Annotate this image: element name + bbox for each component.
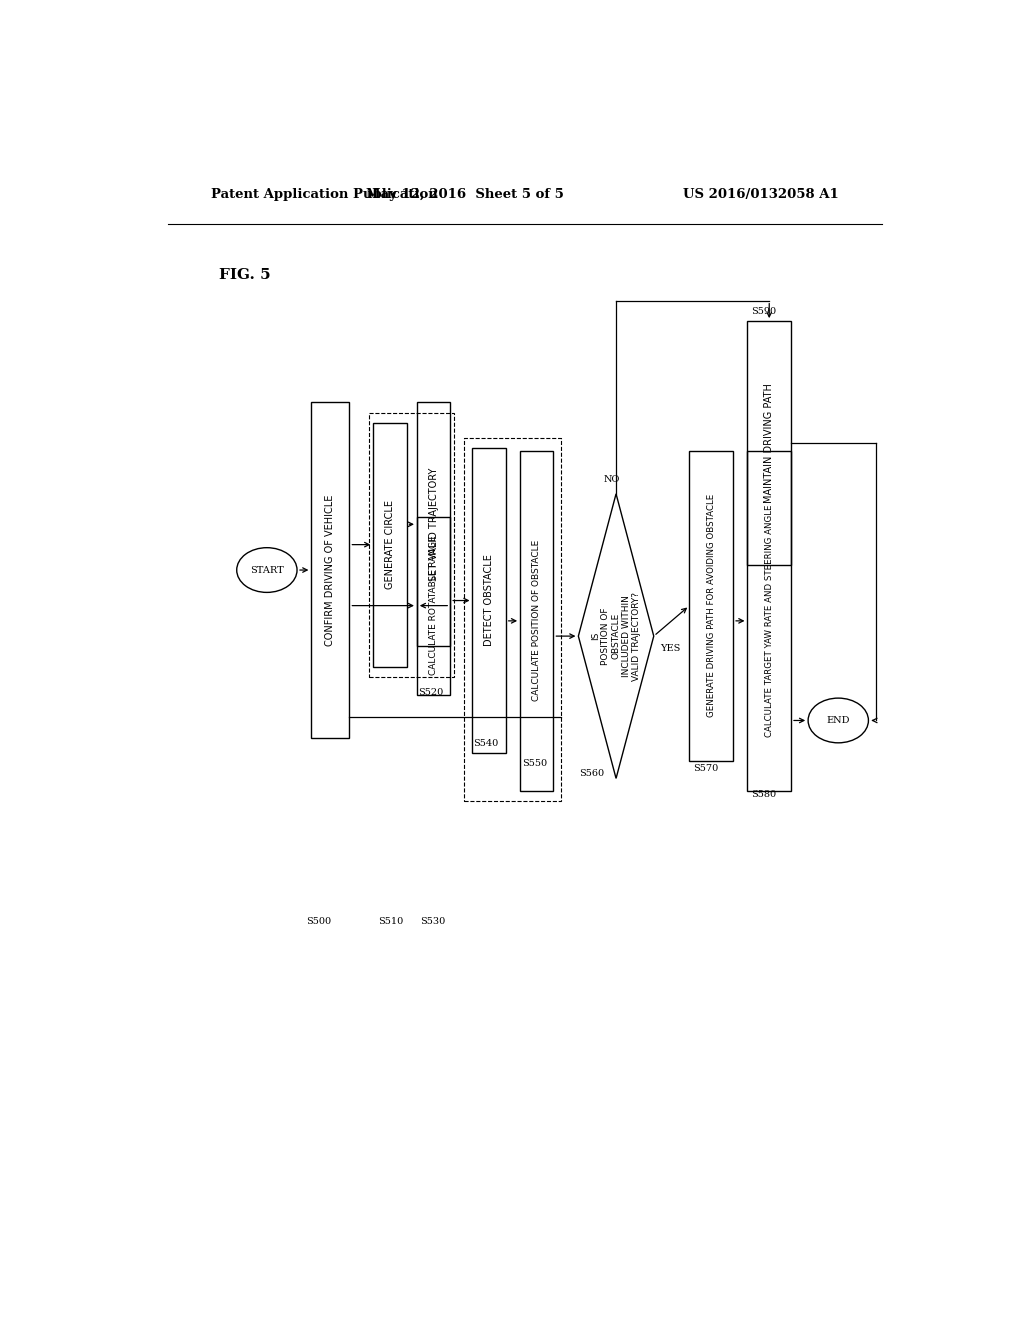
Text: S560: S560 (579, 770, 604, 779)
Text: CALCULATE TARGET YAW RATE AND STEERING ANGLE: CALCULATE TARGET YAW RATE AND STEERING A… (765, 504, 774, 737)
Bar (689, 450, 733, 760)
Text: GENERATE DRIVING PATH FOR AVOIDING OBSTACLE: GENERATE DRIVING PATH FOR AVOIDING OBSTA… (707, 494, 716, 717)
Bar (748, 450, 792, 791)
Text: CALCULATE ROTATABLE RANGE: CALCULATE ROTATABLE RANGE (429, 536, 438, 676)
Text: S590: S590 (751, 308, 776, 315)
Text: S510: S510 (378, 917, 403, 925)
Text: S540: S540 (473, 739, 499, 748)
Bar (465, 438, 561, 801)
Text: SET VALID TRAJECTORY: SET VALID TRAJECTORY (428, 467, 438, 581)
Text: END: END (826, 715, 850, 725)
Text: US 2016/0132058 A1: US 2016/0132058 A1 (683, 189, 839, 202)
Text: Patent Application Publication: Patent Application Publication (211, 189, 438, 202)
Text: CONFIRM DRIVING OF VEHICLE: CONFIRM DRIVING OF VEHICLE (326, 495, 336, 645)
Text: S500: S500 (306, 917, 332, 925)
Text: DETECT OBSTACLE: DETECT OBSTACLE (484, 554, 495, 647)
Text: MAINTAIN DRIVING PATH: MAINTAIN DRIVING PATH (764, 383, 774, 503)
Text: START: START (250, 565, 284, 574)
Text: YES: YES (660, 644, 681, 653)
Text: S570: S570 (693, 764, 718, 774)
Bar (520, 450, 553, 791)
Text: IS
POSITION OF
OBSTACLE
INCLUDED WITHIN
VALID TRAJECTORY?: IS POSITION OF OBSTACLE INCLUDED WITHIN … (591, 591, 641, 681)
Text: CALCULATE POSITION OF OBSTACLE: CALCULATE POSITION OF OBSTACLE (532, 540, 542, 701)
Bar (417, 403, 451, 647)
Text: NO: NO (604, 475, 621, 483)
Text: May 12, 2016  Sheet 5 of 5: May 12, 2016 Sheet 5 of 5 (367, 189, 564, 202)
Bar (417, 516, 451, 694)
Text: S580: S580 (751, 789, 776, 799)
Text: S550: S550 (522, 759, 548, 768)
Bar (748, 321, 792, 565)
Text: GENERATE CIRCLE: GENERATE CIRCLE (385, 500, 395, 589)
Text: FIG. 5: FIG. 5 (219, 268, 271, 282)
Bar (472, 447, 506, 752)
Text: S520: S520 (418, 688, 443, 697)
Bar (373, 422, 407, 667)
Bar (370, 413, 455, 677)
Bar (311, 403, 349, 738)
Text: S530: S530 (420, 917, 445, 925)
